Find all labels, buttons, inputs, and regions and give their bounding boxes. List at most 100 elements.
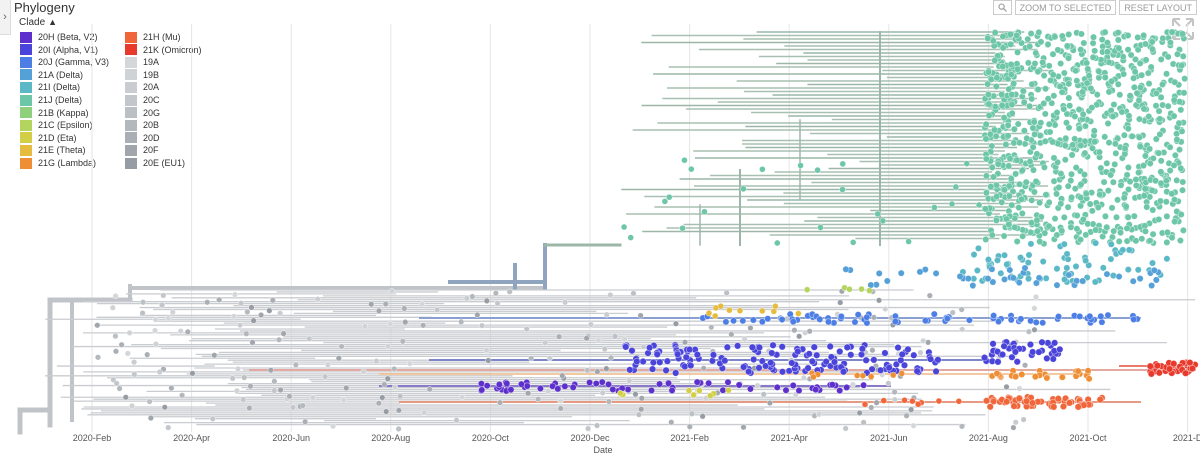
tip-node[interactable] (1141, 185, 1149, 193)
tip-node[interactable] (1013, 156, 1021, 164)
tip-node[interactable] (1015, 279, 1023, 287)
tip-node[interactable] (856, 409, 863, 417)
tip-node[interactable] (1081, 137, 1089, 145)
tip-node[interactable] (1058, 227, 1066, 235)
tip-node[interactable] (1006, 266, 1014, 274)
tip-node[interactable] (1077, 46, 1085, 54)
tip-node[interactable] (1029, 124, 1037, 132)
tip-node[interactable] (1050, 154, 1058, 162)
tip-node[interactable] (587, 321, 595, 328)
tip-node[interactable] (1115, 273, 1123, 281)
tip-node[interactable] (672, 369, 680, 377)
tip-node[interactable] (1001, 275, 1009, 283)
tip-node[interactable] (546, 355, 553, 362)
tip-node[interactable] (343, 384, 350, 392)
tip-node[interactable] (1030, 118, 1038, 126)
tip-node[interactable] (361, 323, 369, 330)
tip-node[interactable] (204, 299, 211, 306)
tip-node[interactable] (656, 380, 664, 388)
tip-node[interactable] (1140, 192, 1148, 200)
tip-node[interactable] (679, 224, 686, 232)
tip-node[interactable] (1112, 149, 1120, 157)
tip-node[interactable] (730, 317, 738, 325)
legend-item[interactable]: 20F (125, 144, 159, 156)
tip-node[interactable] (1170, 360, 1178, 368)
tip-node[interactable] (1049, 50, 1057, 58)
tip-node[interactable] (740, 363, 748, 371)
tip-node[interactable] (804, 364, 812, 372)
tip-node[interactable] (399, 338, 406, 345)
tip-node[interactable] (1148, 45, 1156, 53)
tip-node[interactable] (1135, 96, 1143, 104)
tip-node[interactable] (685, 387, 693, 394)
tip-node[interactable] (958, 423, 966, 430)
tip-node[interactable] (709, 351, 718, 359)
tip-node[interactable] (1117, 181, 1125, 189)
tip-node[interactable] (724, 378, 732, 386)
tip-node[interactable] (1005, 192, 1013, 200)
tip-node[interactable] (1039, 58, 1047, 66)
tip-node[interactable] (1098, 36, 1106, 44)
legend-item[interactable]: 21A (Delta) (20, 69, 83, 81)
tip-node[interactable] (1066, 102, 1074, 110)
tip-node[interactable] (1171, 78, 1179, 86)
tip-node[interactable] (891, 396, 898, 403)
tip-node[interactable] (1164, 53, 1172, 61)
tip-node[interactable] (1105, 139, 1113, 147)
tip-node[interactable] (982, 135, 990, 143)
tip-node[interactable] (1115, 237, 1123, 245)
tip-node[interactable] (932, 269, 940, 277)
tip-node[interactable] (289, 404, 297, 411)
tip-node[interactable] (1148, 282, 1156, 290)
tip-node[interactable] (778, 368, 787, 376)
tip-node[interactable] (1101, 133, 1109, 141)
tip-node[interactable] (881, 349, 889, 357)
tip-node[interactable] (1080, 171, 1088, 179)
legend-item[interactable]: 20G (125, 107, 160, 119)
tip-node[interactable] (735, 381, 743, 389)
tip-node[interactable] (1101, 73, 1109, 81)
tip-node[interactable] (507, 386, 515, 394)
tip-node[interactable] (169, 309, 176, 316)
tip-node[interactable] (1146, 362, 1154, 370)
tip-node[interactable] (1037, 119, 1045, 127)
tip-node[interactable] (1155, 215, 1163, 223)
tip-node[interactable] (1116, 91, 1124, 99)
tip-node[interactable] (1159, 80, 1167, 88)
tip-node[interactable] (932, 367, 940, 375)
tip-node[interactable] (773, 239, 781, 247)
tip-node[interactable] (1101, 212, 1109, 220)
tip-node[interactable] (633, 357, 641, 366)
tip-node[interactable] (144, 351, 151, 358)
tip-node[interactable] (1088, 104, 1096, 112)
tip-node[interactable] (1053, 190, 1061, 198)
tip-node[interactable] (1034, 68, 1042, 76)
tip-node[interactable] (1004, 132, 1012, 140)
tip-node[interactable] (708, 357, 717, 365)
tip-node[interactable] (791, 327, 798, 334)
tip-node[interactable] (653, 350, 661, 358)
tip-node[interactable] (894, 344, 902, 352)
tip-node[interactable] (681, 339, 689, 346)
tip-node[interactable] (1013, 31, 1021, 39)
tip-node[interactable] (1091, 278, 1099, 286)
tip-node[interactable] (1140, 31, 1148, 39)
tip-node[interactable] (156, 368, 163, 376)
tip-node[interactable] (1146, 160, 1154, 168)
tip-node[interactable] (699, 413, 706, 420)
tip-node[interactable] (1164, 102, 1172, 110)
tip-node[interactable] (1135, 169, 1143, 177)
tip-node[interactable] (1132, 176, 1140, 184)
tip-node[interactable] (734, 342, 742, 350)
tip-node[interactable] (630, 290, 637, 297)
tip-node[interactable] (849, 239, 857, 246)
tip-node[interactable] (987, 183, 995, 191)
tip-node[interactable] (990, 173, 998, 181)
tip-node[interactable] (1025, 328, 1032, 335)
tip-node[interactable] (609, 385, 617, 393)
tip-node[interactable] (434, 306, 441, 313)
tip-node[interactable] (1050, 92, 1058, 100)
tip-node[interactable] (764, 315, 772, 323)
tip-node[interactable] (1032, 293, 1040, 301)
tip-node[interactable] (708, 324, 715, 331)
